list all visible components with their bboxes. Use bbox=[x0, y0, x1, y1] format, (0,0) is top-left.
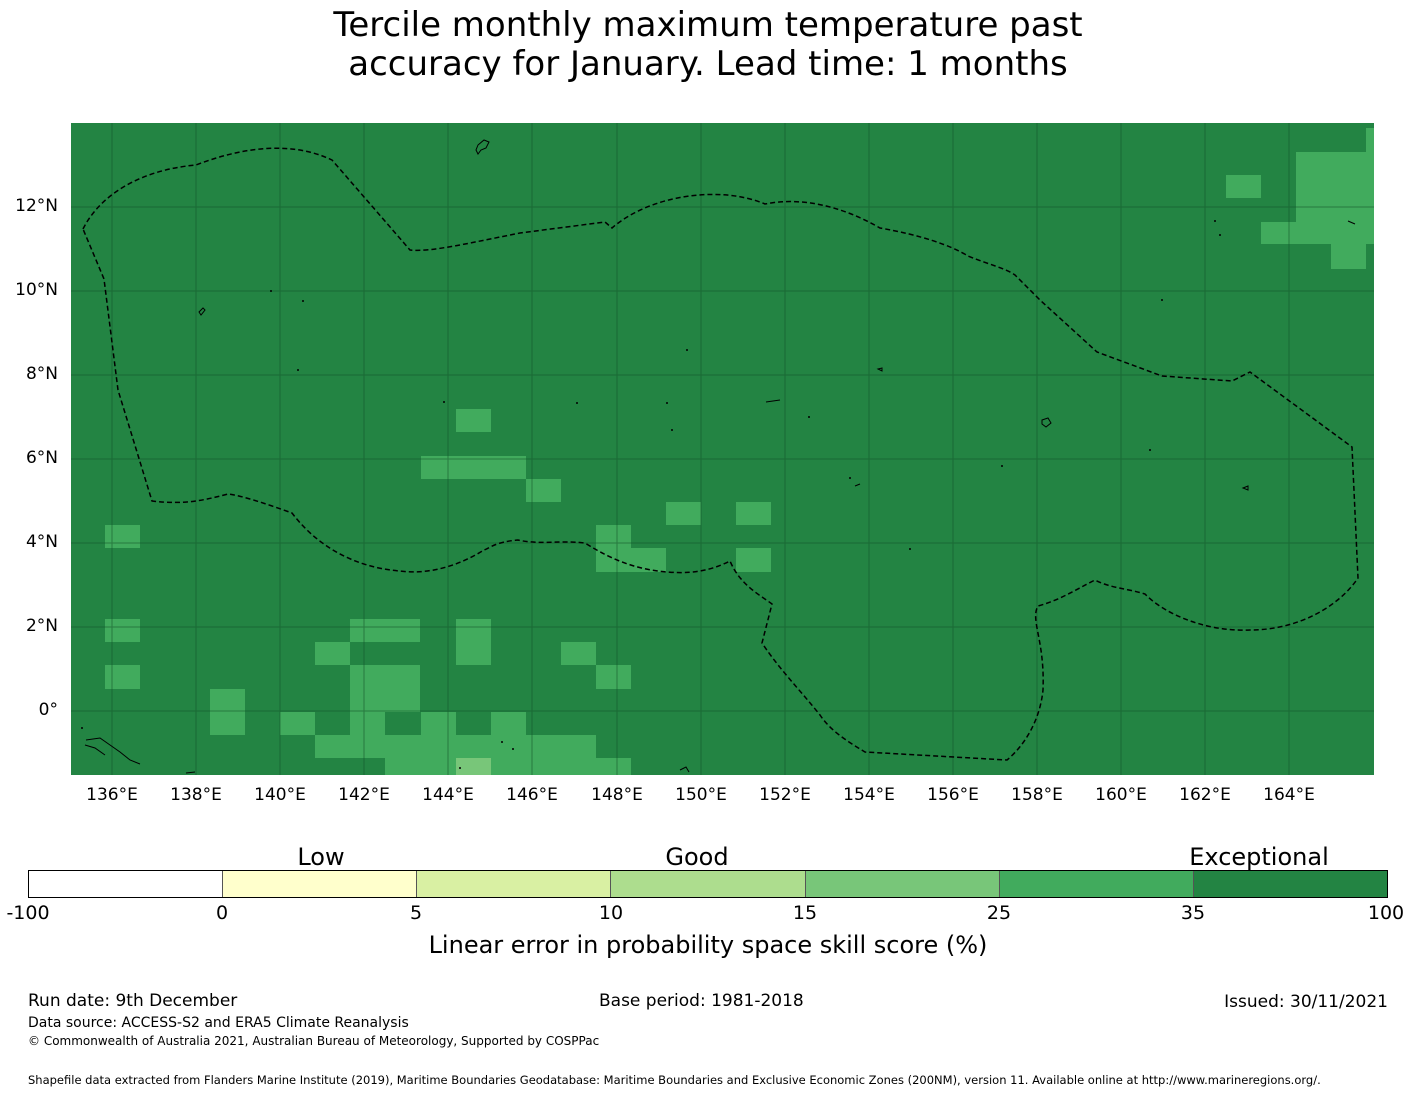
lon-label: 156°E bbox=[927, 785, 979, 805]
colorbar-tick: 0 bbox=[215, 902, 229, 924]
base-period: Base period: 1981-2018 bbox=[599, 991, 804, 1011]
skill-cell bbox=[350, 665, 420, 712]
copyright: © Commonwealth of Australia 2021, Austra… bbox=[28, 1034, 600, 1048]
skill-cell bbox=[596, 665, 631, 689]
map-canvas bbox=[71, 123, 1374, 775]
colorbar-tick: 5 bbox=[409, 902, 423, 924]
colorbar-segment bbox=[1193, 871, 1387, 897]
lat-label: 12°N bbox=[15, 196, 58, 216]
skill-cell bbox=[736, 548, 771, 572]
skill-cell bbox=[421, 712, 456, 735]
map-panel: 12°N 10°N 8°N 6°N 4°N 2°N 0° 136°E 138°E… bbox=[15, 123, 1374, 805]
colorbar-label: Linear error in probability space skill … bbox=[428, 931, 988, 959]
skill-cell bbox=[350, 619, 420, 642]
skill-cell bbox=[1366, 128, 1374, 244]
lon-label: 148°E bbox=[591, 785, 643, 805]
lon-label: 154°E bbox=[843, 785, 895, 805]
lon-label: 158°E bbox=[1011, 785, 1063, 805]
legend-category-exceptional: Exceptional bbox=[1189, 843, 1329, 871]
colorbar-tick: 10 bbox=[598, 902, 624, 924]
lat-label: 0° bbox=[38, 700, 58, 720]
colorbar-tick: 100 bbox=[1367, 902, 1405, 924]
colorbar-segment bbox=[223, 871, 418, 897]
skill-cell bbox=[315, 642, 350, 665]
skill-cell bbox=[105, 619, 140, 642]
lon-label: 142°E bbox=[338, 785, 390, 805]
lat-label: 6°N bbox=[25, 448, 58, 468]
title-line-2: accuracy for January. Lead time: 1 month… bbox=[348, 44, 1068, 84]
colorbar-tick: 25 bbox=[986, 902, 1012, 924]
skill-cell bbox=[1296, 152, 1366, 222]
colorbar-segment bbox=[29, 871, 224, 897]
small-island-dots bbox=[81, 220, 1221, 769]
skill-cell bbox=[210, 689, 245, 735]
skill-cell bbox=[456, 619, 491, 665]
skill-cell bbox=[491, 712, 526, 735]
coastlines bbox=[84, 139, 1356, 774]
title-line-1: Tercile monthly maximum temperature past bbox=[333, 5, 1083, 45]
lon-label: 150°E bbox=[675, 785, 727, 805]
colorbar-segment bbox=[805, 871, 1000, 897]
lat-label: 10°N bbox=[15, 280, 58, 300]
colorbar bbox=[28, 870, 1388, 898]
skill-cell bbox=[385, 758, 631, 775]
skill-cell bbox=[280, 712, 315, 735]
lon-label: 146°E bbox=[506, 785, 558, 805]
skill-cell bbox=[105, 665, 140, 689]
lon-label: 136°E bbox=[86, 785, 138, 805]
colorbar-segment bbox=[611, 871, 806, 897]
lat-label: 4°N bbox=[25, 532, 58, 552]
lon-label: 140°E bbox=[254, 785, 306, 805]
skill-cell bbox=[421, 456, 526, 479]
colorbar-tick: 35 bbox=[1180, 902, 1206, 924]
skill-cell-high bbox=[456, 758, 491, 775]
colorbar-segment bbox=[417, 871, 612, 897]
lon-label: 162°E bbox=[1179, 785, 1231, 805]
skill-cell bbox=[596, 548, 666, 572]
skill-cell bbox=[1226, 175, 1261, 198]
skill-cell bbox=[350, 712, 385, 735]
colorbar-tick: -100 bbox=[6, 902, 50, 924]
shapefile-credit: Shapefile data extracted from Flanders M… bbox=[28, 1073, 1321, 1087]
skill-cell bbox=[561, 642, 596, 665]
issued-date: Issued: 30/11/2021 bbox=[1224, 992, 1388, 1012]
skill-cell bbox=[736, 502, 771, 525]
skill-cell bbox=[315, 735, 596, 758]
legend-category-low: Low bbox=[297, 843, 345, 871]
skill-cell bbox=[666, 502, 701, 525]
data-source: Data source: ACCESS-S2 and ERA5 Climate … bbox=[28, 1015, 409, 1031]
skill-cell bbox=[1331, 244, 1366, 269]
gridlines bbox=[71, 123, 1374, 775]
skill-cell bbox=[105, 525, 140, 548]
lat-label: 2°N bbox=[25, 616, 58, 636]
skill-cell bbox=[526, 479, 561, 502]
legend-category-good: Good bbox=[665, 843, 729, 871]
map-background bbox=[71, 123, 1374, 775]
map-title: Tercile monthly maximum temperature past… bbox=[0, 6, 1416, 84]
colorbar-segment bbox=[999, 871, 1194, 897]
lon-label: 138°E bbox=[170, 785, 222, 805]
skill-cell bbox=[1261, 222, 1366, 244]
lon-label: 160°E bbox=[1095, 785, 1147, 805]
skill-cell bbox=[596, 525, 631, 548]
lon-label: 164°E bbox=[1263, 785, 1315, 805]
lon-label: 144°E bbox=[422, 785, 474, 805]
run-date: Run date: 9th December bbox=[28, 991, 238, 1011]
lon-label: 152°E bbox=[759, 785, 811, 805]
skill-cell bbox=[456, 409, 491, 432]
colorbar-tick: 15 bbox=[792, 902, 818, 924]
lat-label: 8°N bbox=[25, 364, 58, 384]
